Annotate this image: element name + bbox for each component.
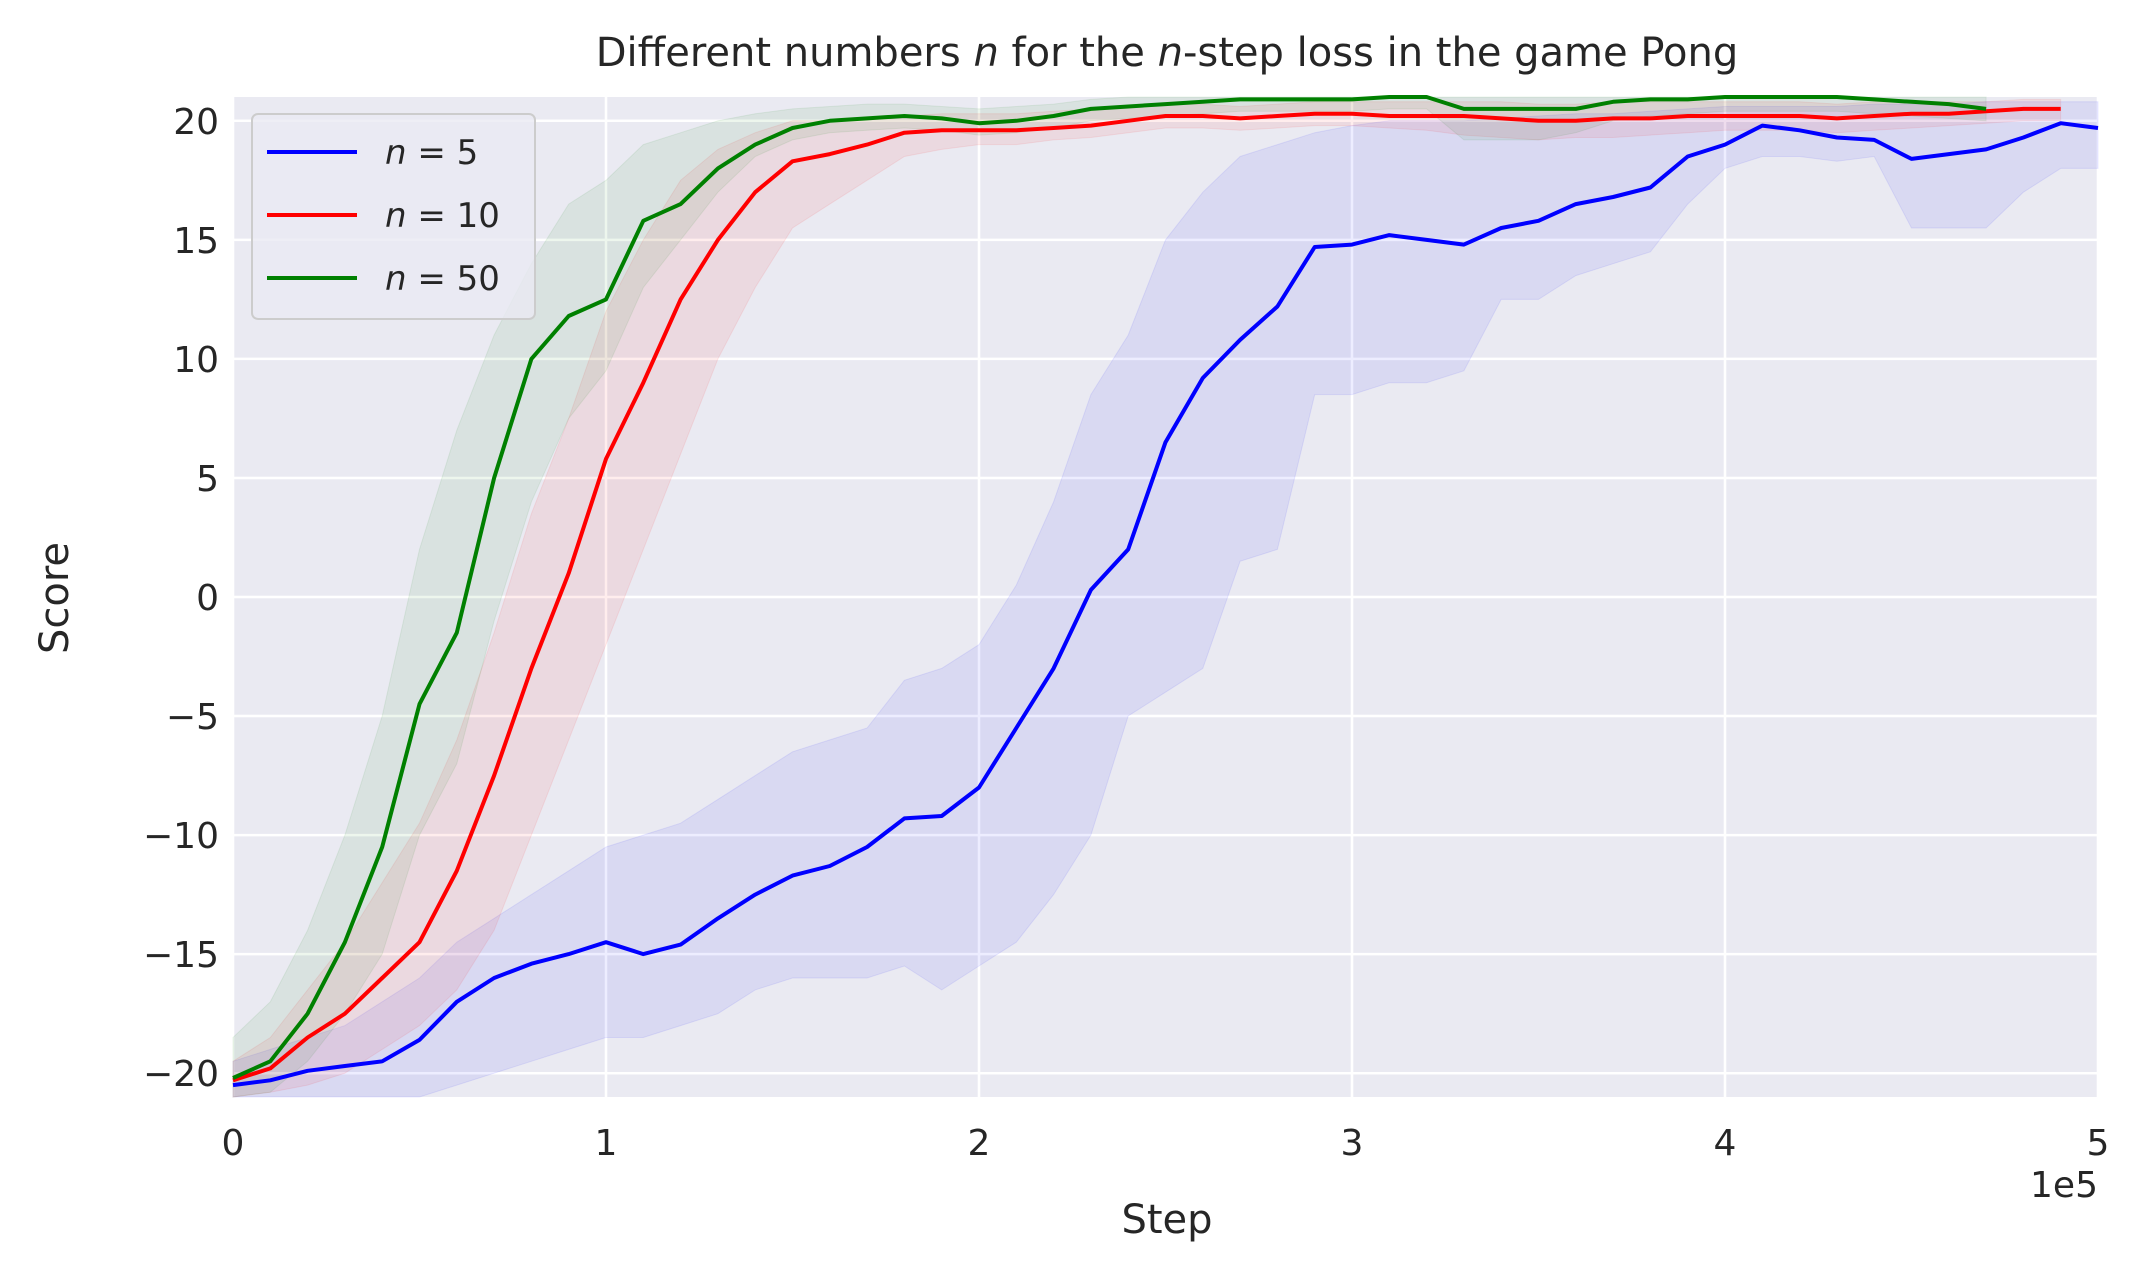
y-tick-label: −10 — [143, 816, 219, 857]
x-tick-label: 1 — [595, 1123, 618, 1164]
y-tick-label: 20 — [173, 102, 219, 143]
legend: n = 5 n = 10 n = 50 — [251, 113, 536, 320]
y-tick-label: −20 — [143, 1054, 219, 1095]
series-lines — [232, 95, 2099, 1088]
y-axis-label: Score — [32, 542, 78, 654]
y-tick-label: 15 — [173, 221, 219, 262]
y-tick-label: −15 — [143, 935, 219, 976]
x-tick-labels: 0 1 2 3 4 5 — [222, 1123, 2110, 1164]
x-tick-label: 3 — [1341, 1123, 1364, 1164]
x-tick-label: 2 — [968, 1123, 991, 1164]
x-axis-offset-text: 1e5 — [2030, 1165, 2098, 1206]
legend-label: n = 5 — [385, 133, 478, 173]
confidence-band-3 — [232, 96, 1987, 1098]
legend-label: n = 50 — [385, 259, 500, 299]
legend-label: n = 10 — [385, 196, 500, 236]
series-line-1 — [232, 121, 2099, 1088]
confidence-band-1 — [232, 101, 2099, 1098]
x-axis-label: Step — [1121, 1197, 1212, 1243]
series-line-3 — [232, 95, 1987, 1080]
y-tick-label: −5 — [166, 697, 219, 738]
x-tick-label: 5 — [2087, 1123, 2110, 1164]
y-tick-label: 10 — [173, 340, 219, 381]
y-tick-labels: −20 −15 −10 −5 0 5 10 15 20 — [143, 102, 219, 1095]
x-tick-label: 0 — [222, 1123, 245, 1164]
grid-lines — [231, 97, 2100, 1097]
y-tick-label: 0 — [196, 578, 219, 619]
series-line-2 — [232, 106, 2061, 1083]
y-tick-label: 5 — [196, 459, 219, 500]
legend-box — [251, 113, 536, 320]
chart-title: Different numbers n for the n-step loss … — [596, 30, 1739, 76]
x-tick-label: 4 — [1714, 1123, 1737, 1164]
